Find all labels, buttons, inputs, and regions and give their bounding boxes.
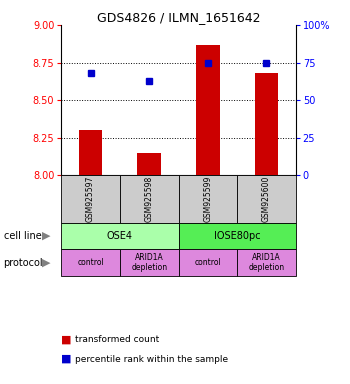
Bar xyxy=(178,223,296,248)
Text: ARID1A
depletion: ARID1A depletion xyxy=(248,253,285,272)
Bar xyxy=(79,130,102,175)
Text: GSM925598: GSM925598 xyxy=(145,176,154,222)
Text: control: control xyxy=(195,258,221,267)
Bar xyxy=(255,73,278,175)
Bar xyxy=(178,248,237,276)
Text: OSE4: OSE4 xyxy=(107,231,133,241)
Bar xyxy=(61,175,120,223)
Text: ▶: ▶ xyxy=(42,231,50,241)
Text: GSM925599: GSM925599 xyxy=(203,176,212,222)
Bar xyxy=(138,153,161,175)
Bar xyxy=(120,248,178,276)
Text: protocol: protocol xyxy=(4,258,43,268)
Text: ■: ■ xyxy=(61,354,72,364)
Bar xyxy=(237,248,296,276)
Bar xyxy=(61,223,178,248)
Bar xyxy=(120,175,178,223)
Text: control: control xyxy=(77,258,104,267)
Title: GDS4826 / ILMN_1651642: GDS4826 / ILMN_1651642 xyxy=(97,11,260,24)
Text: IOSE80pc: IOSE80pc xyxy=(214,231,260,241)
Text: ■: ■ xyxy=(61,335,72,345)
Text: transformed count: transformed count xyxy=(75,335,160,344)
Text: percentile rank within the sample: percentile rank within the sample xyxy=(75,354,228,364)
Bar xyxy=(61,248,120,276)
Text: GSM925600: GSM925600 xyxy=(262,176,271,222)
Text: GSM925597: GSM925597 xyxy=(86,176,95,222)
Text: ▶: ▶ xyxy=(42,258,50,268)
Text: ARID1A
depletion: ARID1A depletion xyxy=(131,253,167,272)
Bar xyxy=(178,175,237,223)
Text: cell line: cell line xyxy=(4,231,41,241)
Bar xyxy=(196,45,219,175)
Bar xyxy=(237,175,296,223)
